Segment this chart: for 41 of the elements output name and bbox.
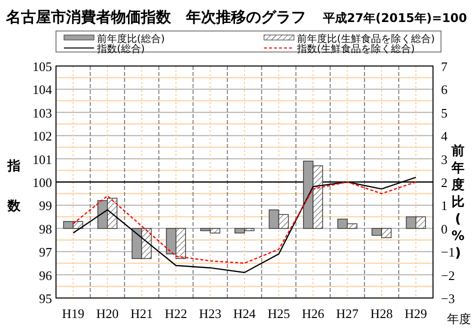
text: 指数: [8, 159, 20, 214]
x-axis-title: 年度: [447, 312, 471, 326]
y-tick-label: 103: [32, 105, 52, 120]
legend-label: 指数(生鮮食品を除く総合): [296, 43, 415, 55]
y-tick-label: 104: [32, 82, 52, 98]
y-tick-label: 97: [39, 244, 52, 260]
x-tick-label: H27: [336, 306, 360, 321]
x-tick-label: H20: [96, 306, 119, 321]
y-tick-label: 98: [39, 221, 52, 236]
x-tick-label: H19: [62, 306, 84, 321]
y2-tick-label: −2: [441, 268, 455, 283]
y2-tick-label: 0: [441, 221, 448, 236]
y2-tick-label: −1: [441, 244, 455, 260]
x-tick-label: H21: [130, 306, 153, 321]
y2-tick-label: 1: [441, 198, 448, 214]
y2-tick-label: 3: [441, 152, 448, 167]
legend-label: 指数(総合): [96, 43, 145, 55]
y2-tick-label: 4: [441, 128, 448, 144]
y2-tick-label: 6: [441, 82, 448, 98]
y-tick-label: 105: [32, 59, 52, 74]
y2-tick-label: 2: [441, 175, 448, 190]
chart-title: 名古屋市消費者物価指数 年次推移のグラフ: [5, 8, 306, 26]
y2-tick-label: 5: [441, 105, 448, 120]
x-tick-label: H25: [268, 306, 290, 321]
x-tick-label: H24: [233, 306, 256, 321]
y-tick-label: 95: [39, 291, 52, 306]
y2-tick-label: −3: [441, 291, 455, 306]
legend-label: 前年度比(総合): [97, 33, 165, 45]
y-tick-label: 99: [39, 198, 52, 214]
y-tick-label: 96: [39, 268, 52, 283]
x-tick-label: H29: [404, 306, 428, 321]
y2-tick-label: 7: [441, 59, 448, 74]
y-tick-label: 102: [32, 128, 52, 144]
chart-subtitle: 平成27年(2015年)=100: [322, 11, 467, 25]
y-tick-label: 101: [32, 152, 52, 167]
legend-label: 前年度比(生鮮食品を除く総合): [297, 33, 435, 45]
x-tick-label: H22: [164, 306, 188, 321]
x-tick-label: H23: [199, 306, 222, 321]
x-tick-label: H26: [302, 306, 325, 321]
x-tick-label: H28: [370, 306, 393, 321]
y-tick-label: 100: [32, 175, 52, 190]
